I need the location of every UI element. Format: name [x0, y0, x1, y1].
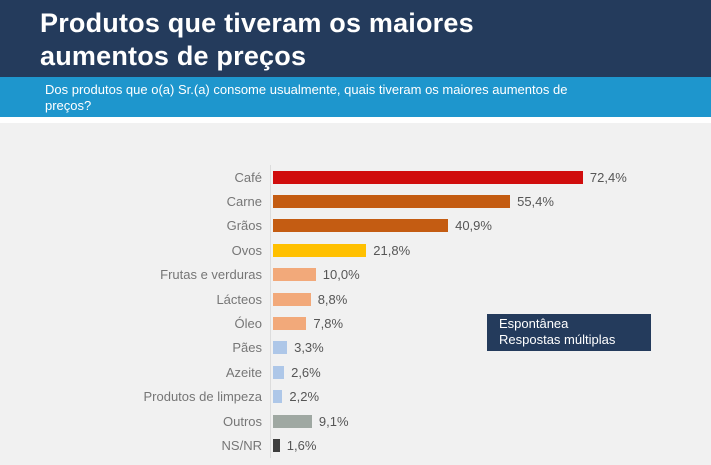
- bar-track: 1,6%: [270, 433, 711, 458]
- value-label: 2,6%: [291, 364, 321, 380]
- header-band: Produtos que tiveram os maiores aumentos…: [0, 0, 711, 77]
- chart-row: Carne 55,4%: [0, 189, 711, 214]
- bar: [273, 268, 316, 282]
- value-label: 8,8%: [317, 291, 348, 307]
- divider-strip: [0, 117, 711, 123]
- chart-row: Óleo 7,8%: [0, 311, 711, 336]
- chart-row: Azeite 2,6%: [0, 360, 711, 385]
- value-label: 3,3%: [294, 340, 324, 356]
- bar: [273, 219, 449, 233]
- category-label: Azeite: [225, 364, 262, 380]
- value-label: 1,6%: [286, 437, 317, 453]
- bar: [273, 317, 307, 331]
- survey-question-line-1: Dos produtos que o(a) Sr.(a) consome usu…: [45, 82, 568, 97]
- chart-row: NS/NR 1,6%: [0, 433, 711, 458]
- bar-track: 2,6%: [270, 360, 711, 385]
- value-label: 9,1%: [318, 413, 349, 429]
- survey-question: Dos produtos que o(a) Sr.(a) consome usu…: [45, 82, 711, 114]
- bar-track: 40,9%: [270, 213, 711, 239]
- category-label: NS/NR: [221, 437, 262, 453]
- bar: [273, 195, 511, 209]
- chart-rows: Café 72,4% Carne 55,4% Grãos 40,9% Ovos 21,8% Fr…: [0, 123, 711, 458]
- category-label: Pães: [232, 340, 262, 356]
- bar-track: 3,3%: [270, 335, 711, 361]
- bar-track: 55,4%: [270, 189, 711, 214]
- chart-row: Café 72,4%: [0, 165, 711, 190]
- value-label: 55,4%: [517, 194, 554, 210]
- bar-chart: Café 72,4% Carne 55,4% Grãos 40,9% Ovos 21,8% Fr…: [0, 123, 711, 465]
- category-label: Frutas e verduras: [160, 267, 262, 283]
- value-label: 2,2%: [289, 389, 320, 405]
- bar: [273, 414, 312, 428]
- value-label: 40,9%: [455, 218, 492, 234]
- bar: [273, 365, 285, 379]
- bar: [273, 243, 367, 257]
- page-title: Produtos que tiveram os maiores aumentos…: [40, 0, 711, 73]
- chart-row: Outros 9,1%: [0, 408, 711, 434]
- bar-track: 2,2%: [270, 384, 711, 409]
- value-label: 72,4%: [589, 169, 627, 185]
- chart-row: Pães 3,3%: [0, 335, 711, 361]
- response-type-line-1: Espontânea: [499, 316, 569, 331]
- category-label: Grãos: [226, 218, 262, 234]
- bar-track: 72,4%: [270, 165, 711, 190]
- survey-question-line-2: preços?: [45, 98, 92, 113]
- category-label: Ovos: [231, 242, 262, 258]
- category-label: Lácteos: [216, 291, 262, 307]
- value-label: 10,0%: [322, 267, 360, 283]
- category-label: Óleo: [234, 316, 262, 332]
- chart-row: Ovos 21,8%: [0, 238, 711, 263]
- bar: [273, 292, 311, 306]
- category-label: Produtos de limpeza: [143, 389, 262, 405]
- page-title-line-2: aumentos de preços: [40, 41, 307, 71]
- bar-track: 21,8%: [270, 238, 711, 263]
- bar-track: 9,1%: [270, 408, 711, 434]
- category-label: Café: [234, 169, 262, 185]
- value-label: 21,8%: [373, 242, 411, 258]
- category-label: Carne: [226, 194, 262, 210]
- chart-row: Grãos 40,9%: [0, 213, 711, 239]
- chart-row: Lácteos 8,8%: [0, 286, 711, 312]
- response-type-badge: Espontânea Respostas múltiplas: [487, 314, 651, 351]
- bar: [273, 390, 283, 404]
- bar-track: 10,0%: [270, 262, 711, 287]
- bar-track: 8,8%: [270, 286, 711, 312]
- bar-track: 7,8%: [270, 311, 711, 336]
- bar: [273, 438, 280, 452]
- page-title-line-1: Produtos que tiveram os maiores: [40, 8, 474, 38]
- response-type-line-2: Respostas múltiplas: [499, 332, 616, 347]
- value-label: 7,8%: [313, 316, 344, 332]
- chart-row: Frutas e verduras 10,0%: [0, 262, 711, 287]
- chart-row: Produtos de limpeza 2,2%: [0, 384, 711, 409]
- category-label: Outros: [222, 413, 262, 429]
- bar: [273, 341, 288, 355]
- bar: [273, 170, 583, 184]
- subtitle-band: Dos produtos que o(a) Sr.(a) consome usu…: [0, 77, 711, 117]
